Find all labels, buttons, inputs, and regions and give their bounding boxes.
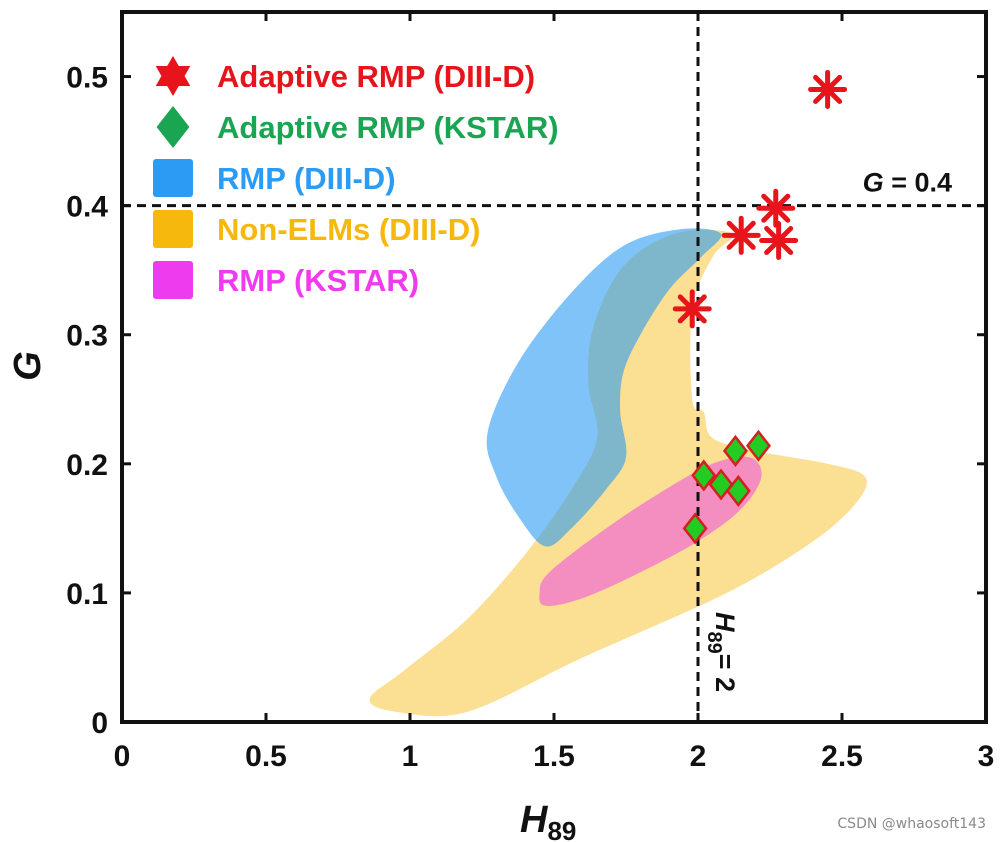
legend-marker-rmp-kstar [153, 261, 193, 299]
annotation-h89-threshold: H89= 2 [703, 612, 740, 692]
x-tick-label: 2.5 [821, 740, 863, 773]
shaded-regions [369, 228, 867, 717]
x-tick-label: 0.5 [245, 740, 287, 773]
legend-marker-non-elms-diii-d [153, 210, 193, 248]
point-adaptive-rmp-kstar [722, 434, 748, 467]
legend-label-adaptive-rmp-kstar: Adaptive RMP (KSTAR) [217, 110, 559, 145]
y-tick-label: 0.4 [66, 191, 108, 224]
y-tick-label: 0.1 [66, 578, 108, 611]
axis-titles: H89 G [7, 351, 576, 842]
point-adaptive-rmp-kstar [682, 512, 708, 545]
legend-label-non-elms-diii-d: Non-ELMs (DIII-D) [217, 212, 480, 247]
legend: Adaptive RMP (DIII-D) Adaptive RMP (KSTAR… [153, 56, 559, 299]
legend-label-rmp-kstar: RMP (KSTAR) [217, 263, 419, 298]
legend-marker-adaptive-rmp-diii-d [155, 56, 191, 96]
y-tick-label: 0.2 [66, 449, 108, 482]
x-tick-label: 2 [690, 740, 707, 773]
y-axis-ticks: 0 0.1 0.2 0.3 0.4 0.5 [66, 62, 986, 740]
y-axis-title: G [7, 351, 49, 381]
data-points [672, 69, 848, 545]
legend-label-rmp-diii-d: RMP (DIII-D) [217, 161, 396, 196]
point-adaptive-rmp-diii-d [759, 220, 799, 260]
point-adaptive-rmp-diii-d [672, 289, 712, 329]
region-rmp-diii-d [486, 228, 722, 547]
legend-label-adaptive-rmp-diii-d: Adaptive RMP (DIII-D) [217, 59, 535, 94]
x-axis-title: H89 [520, 799, 576, 842]
watermark-text: CSDN @whaosoft143 [837, 816, 986, 832]
y-tick-label: 0.3 [66, 320, 108, 353]
reference-lines [122, 12, 986, 722]
region-rmp-kstar [539, 456, 762, 606]
point-adaptive-rmp-kstar [725, 474, 751, 507]
legend-marker-rmp-diii-d [153, 159, 193, 197]
x-tick-label: 1.5 [533, 740, 575, 773]
point-adaptive-rmp-diii-d [808, 69, 848, 109]
x-tick-label: 0 [114, 740, 131, 773]
point-adaptive-rmp-diii-d [721, 215, 761, 255]
y-tick-label: 0.5 [66, 62, 108, 95]
x-tick-label: 3 [978, 740, 995, 773]
x-tick-label: 1 [402, 740, 419, 773]
x-axis-ticks: 0 0.5 1 1.5 2 2.5 3 [114, 12, 995, 773]
point-adaptive-rmp-diii-d [756, 188, 796, 228]
point-adaptive-rmp-kstar [691, 459, 717, 492]
annotation-g-threshold: G = 0.4 [863, 168, 952, 198]
point-adaptive-rmp-kstar [745, 429, 771, 462]
annotations: G = 0.4 H89= 2 [703, 168, 952, 692]
legend-marker-adaptive-rmp-kstar [156, 105, 190, 149]
y-tick-label: 0 [91, 707, 108, 740]
